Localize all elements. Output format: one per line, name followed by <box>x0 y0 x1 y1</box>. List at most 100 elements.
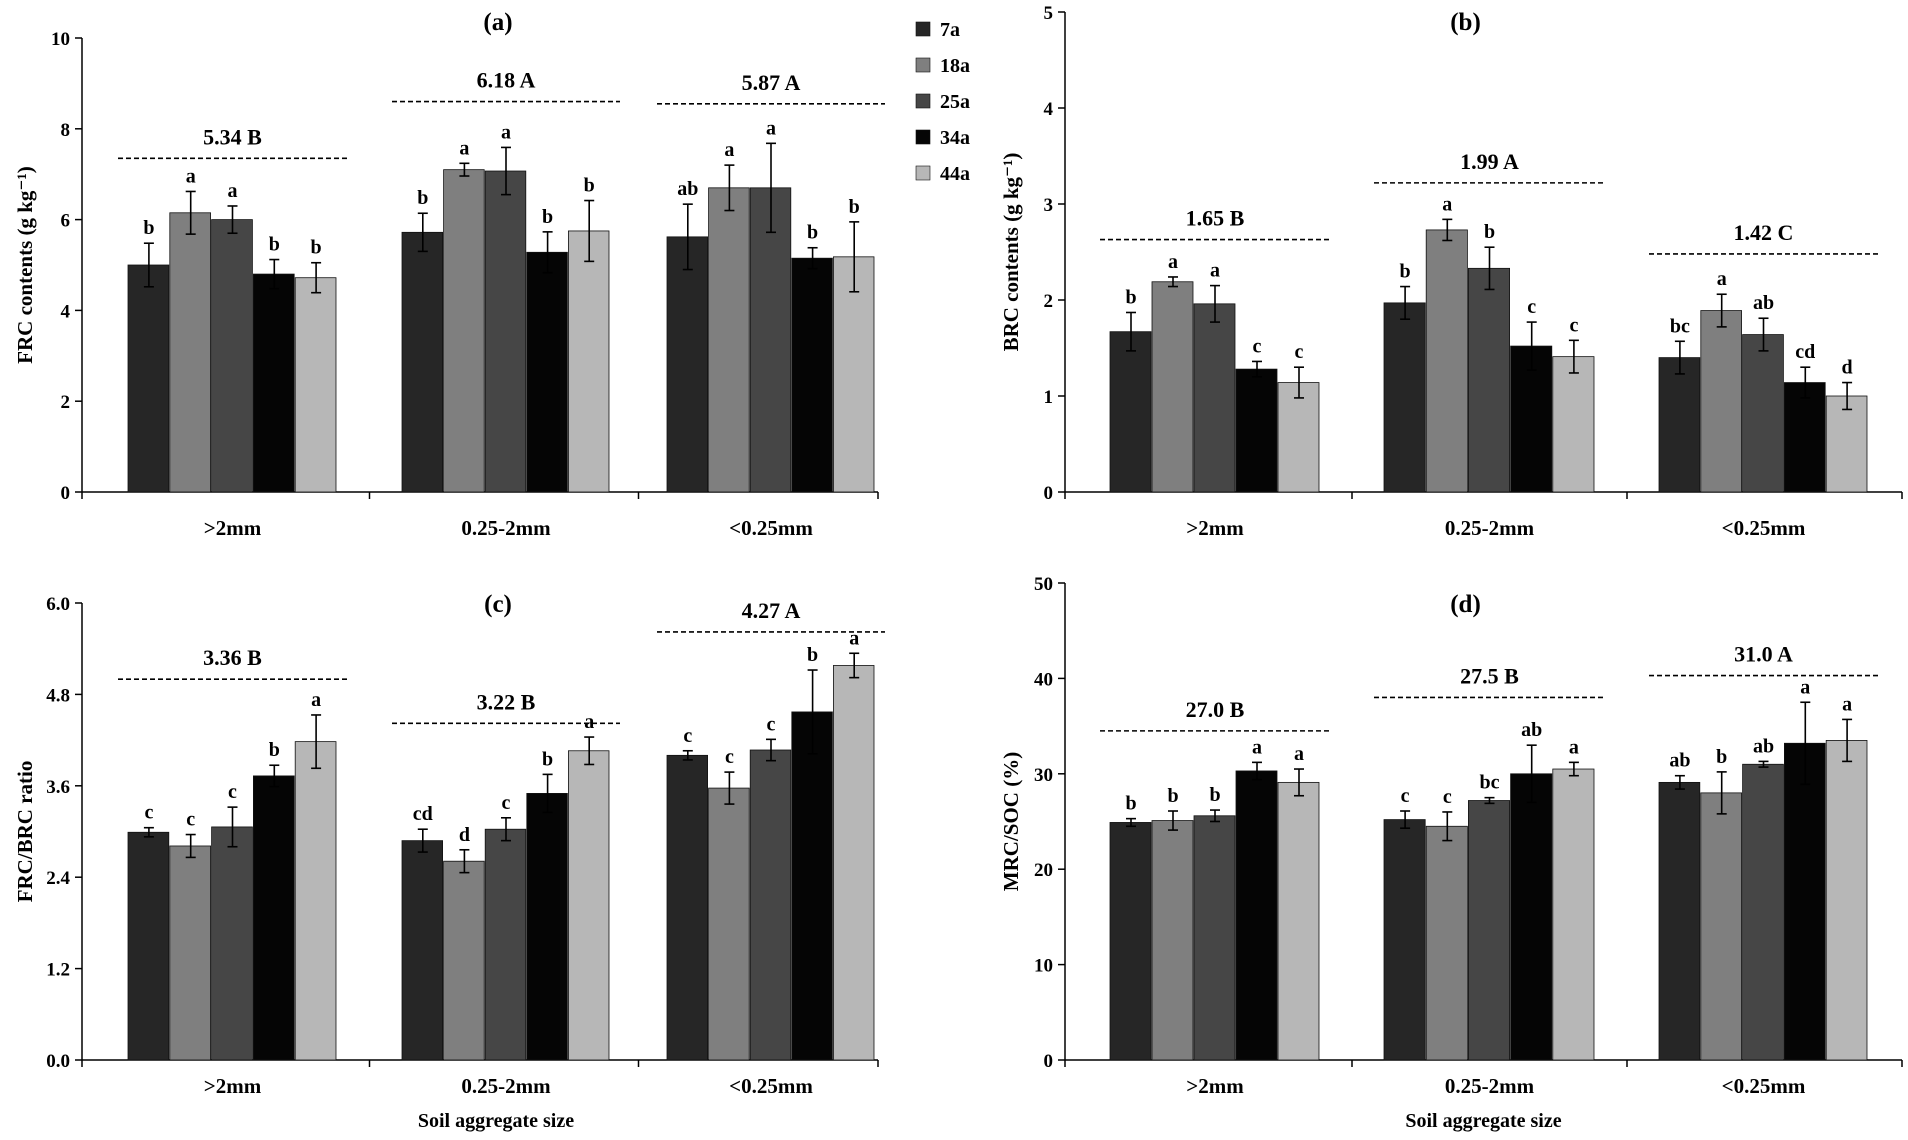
y-tick-label: 0 <box>1044 483 1054 504</box>
legend-label: 44a <box>940 163 970 185</box>
bar <box>401 840 443 1061</box>
bar <box>401 231 443 493</box>
legend-label: 7a <box>940 19 960 41</box>
bar <box>127 264 170 493</box>
y-tick-label: 30 <box>1034 765 1053 786</box>
bar <box>1784 382 1826 493</box>
bar <box>1700 310 1743 493</box>
panel-title: (d) <box>1450 591 1481 618</box>
legend-swatch <box>915 129 931 145</box>
group-mean-label: 1.65 B <box>1186 206 1245 231</box>
significance-letter: bc <box>1670 315 1690 337</box>
legend-label: 18a <box>940 55 970 77</box>
bar <box>708 187 750 493</box>
significance-letter: b <box>1400 261 1411 283</box>
bar <box>1425 229 1468 493</box>
y-tick-label: 3.6 <box>46 777 70 798</box>
bar <box>484 170 527 493</box>
x-category-label: 0.25-2mm <box>1445 1074 1535 1098</box>
group-mean-label: 1.99 A <box>1460 149 1519 174</box>
group-mean-label: 3.36 B <box>203 645 262 670</box>
y-tick-label: 1.2 <box>46 960 70 981</box>
bar <box>252 273 295 493</box>
bar <box>1383 302 1426 493</box>
legend-swatch <box>915 21 931 37</box>
significance-letter: c <box>1295 341 1304 363</box>
significance-letter: a <box>1252 736 1262 758</box>
x-category-label: 0.25-2mm <box>461 1074 551 1098</box>
bar <box>484 828 527 1061</box>
bar <box>791 711 833 1061</box>
y-tick-label: 40 <box>1034 669 1053 690</box>
legend-swatch <box>915 57 931 73</box>
significance-letter: c <box>767 713 776 735</box>
significance-letter: cd <box>413 803 433 825</box>
significance-letter: c <box>1443 786 1452 808</box>
significance-letter: a <box>459 137 469 159</box>
x-category-label: <0.25mm <box>729 1074 813 1098</box>
group-mean-label: 1.42 C <box>1734 220 1794 245</box>
significance-letter: b <box>143 217 154 239</box>
panel-title: (c) <box>484 591 512 618</box>
significance-letter: a <box>1842 693 1852 715</box>
y-tick-label: 5 <box>1044 3 1054 24</box>
bar <box>211 219 253 493</box>
y-tick-label: 50 <box>1034 574 1053 595</box>
legend-swatch <box>915 165 931 181</box>
bar <box>169 212 212 493</box>
y-tick-label: 0 <box>61 483 71 504</box>
significance-letter: b <box>1167 785 1178 807</box>
group-mean-label: 5.87 A <box>742 70 801 95</box>
bar <box>1468 267 1511 493</box>
panel-title: (b) <box>1450 9 1481 36</box>
significance-letter: b <box>1716 746 1727 768</box>
significance-letter: a <box>724 139 734 161</box>
significance-letter: d <box>459 824 470 846</box>
bar <box>1193 303 1236 493</box>
bar <box>1742 334 1784 493</box>
bar <box>1658 357 1701 493</box>
significance-letter: ab <box>1669 750 1690 772</box>
bar <box>252 775 295 1061</box>
y-tick-label: 10 <box>51 29 70 50</box>
legend: 7a 18a 25a 34a 44a <box>915 19 970 185</box>
bar <box>568 750 610 1061</box>
y-axis-label: BRC contents (g kg⁻¹) <box>999 153 1023 352</box>
bar <box>127 831 170 1061</box>
group-mean-label: 6.18 A <box>477 68 536 93</box>
bar <box>1825 740 1868 1061</box>
x-category-label: 0.25-2mm <box>1445 516 1535 540</box>
bar <box>1552 768 1595 1061</box>
group-mean-label: 4.27 A <box>742 598 801 623</box>
significance-letter: b <box>807 222 818 244</box>
bar <box>1235 368 1278 493</box>
y-tick-label: 4 <box>1044 99 1054 120</box>
panel-title: (a) <box>483 9 512 36</box>
y-tick-label: 4 <box>61 301 71 322</box>
significance-letter: c <box>1569 314 1578 336</box>
bar <box>749 749 792 1061</box>
bar <box>833 665 875 1061</box>
significance-letter: a <box>501 121 511 143</box>
bar <box>526 793 568 1061</box>
significance-letter: b <box>542 748 553 770</box>
significance-letter: a <box>1800 676 1810 698</box>
x-category-label: >2mm <box>204 516 262 540</box>
y-tick-label: 8 <box>61 120 71 141</box>
significance-letter: b <box>269 234 280 256</box>
bar <box>1109 331 1152 493</box>
x-category-label: 0.25-2mm <box>461 516 551 540</box>
significance-letter: b <box>417 187 428 209</box>
bar <box>1151 281 1194 493</box>
bar <box>169 845 212 1061</box>
significance-letter: c <box>502 792 511 814</box>
bar <box>1784 742 1826 1061</box>
significance-letter: c <box>1527 296 1536 318</box>
legend-swatch <box>915 93 931 109</box>
bar <box>294 741 337 1061</box>
significance-letter: b <box>1209 784 1220 806</box>
bar <box>708 787 750 1061</box>
y-tick-label: 1 <box>1044 387 1054 408</box>
bar <box>1658 781 1701 1061</box>
bar <box>1552 356 1595 493</box>
